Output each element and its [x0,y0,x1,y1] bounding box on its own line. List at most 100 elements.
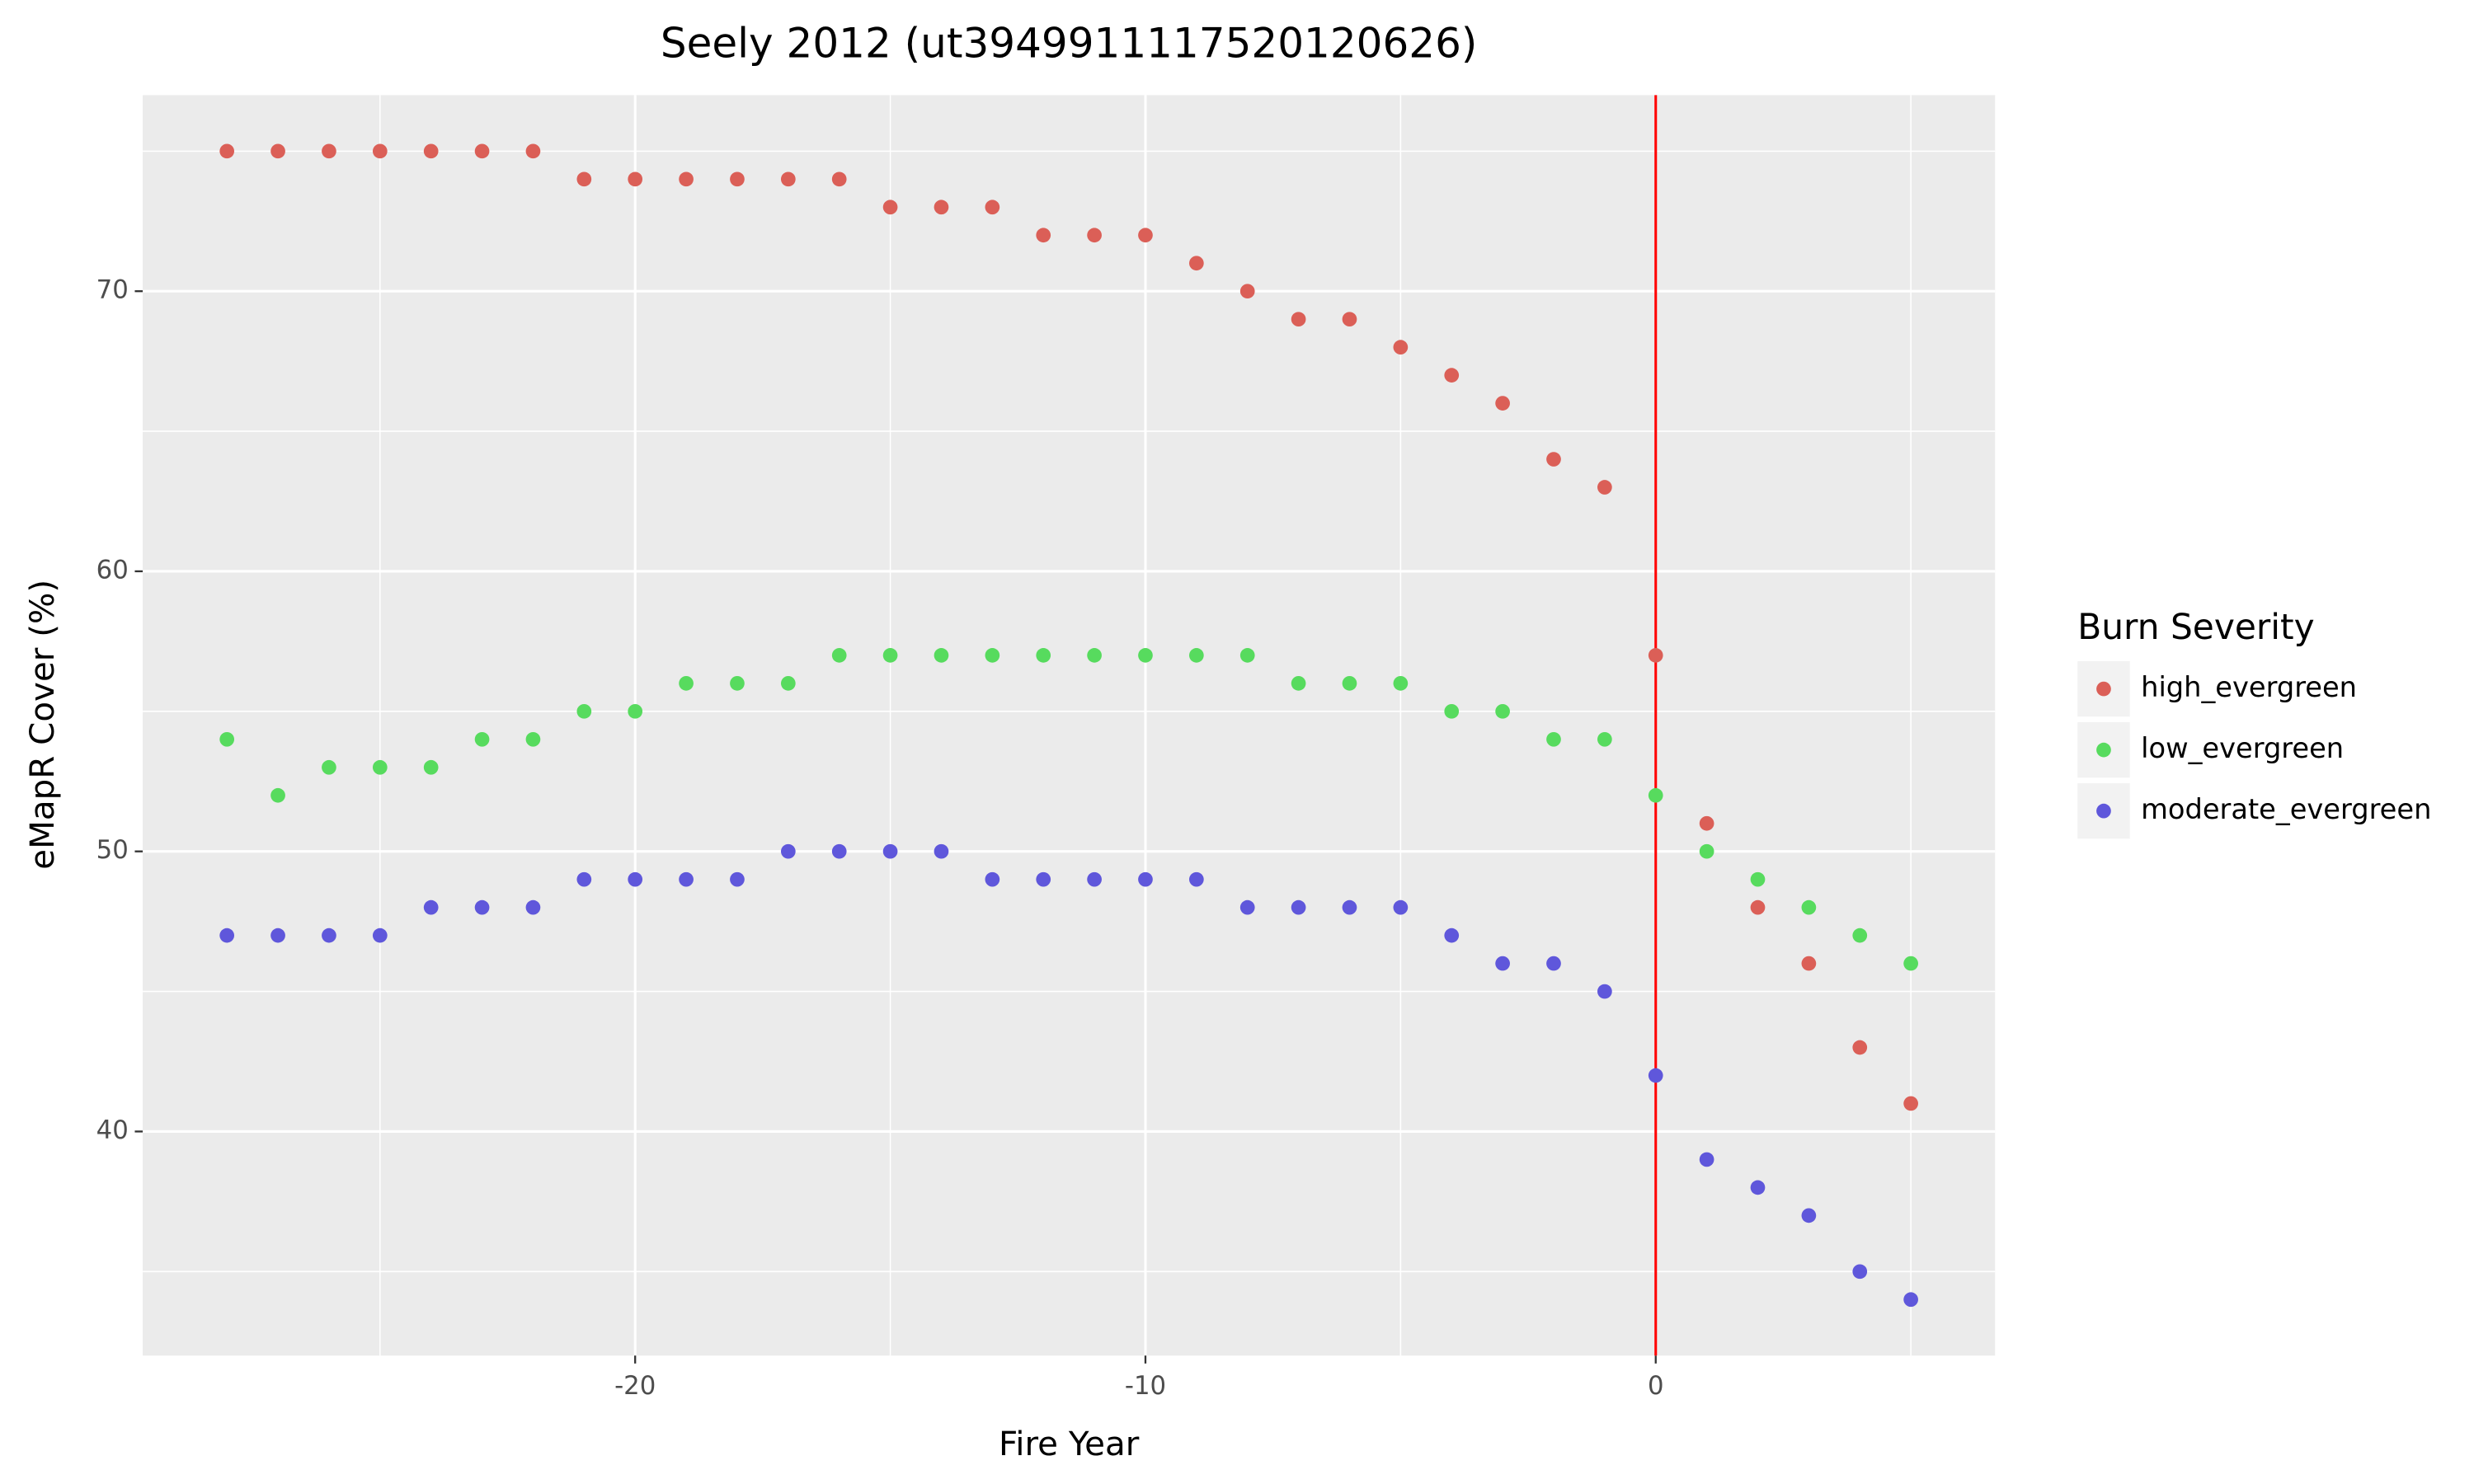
point [270,143,285,159]
point [679,171,694,187]
point [1801,899,1817,915]
point [423,899,439,915]
x-tick-label: -20 [614,1371,656,1401]
point [525,143,541,159]
point [1138,228,1153,243]
legend-label: moderate_evergreen [2141,793,2431,825]
point [474,731,490,747]
point [780,843,796,859]
point [934,200,949,215]
point [1291,312,1306,327]
legend-marker [2096,742,2111,758]
point [1546,452,1561,467]
point [1852,1264,1868,1280]
legend-label: high_evergreen [2141,671,2357,703]
point [372,143,388,159]
point [1393,899,1409,915]
point [372,928,388,943]
point [780,171,796,187]
point [372,759,388,775]
point [1087,228,1102,243]
point [882,843,898,859]
point [628,871,643,887]
point [1036,871,1051,887]
point [1138,871,1153,887]
point [1750,899,1766,915]
point [985,200,1000,215]
point [1495,956,1510,971]
point [576,703,592,719]
point [322,759,336,775]
point [1801,1208,1817,1223]
point [1342,676,1357,691]
point [525,731,541,747]
point [1546,956,1561,971]
point [1036,648,1051,663]
point [1903,956,1918,971]
point [1393,340,1409,355]
point [1393,676,1409,691]
point [525,899,541,915]
x-tick-label: -10 [1125,1371,1166,1401]
y-tick-label: 40 [96,1115,129,1145]
point [219,143,235,159]
point [1189,648,1204,663]
point [1597,480,1612,495]
y-axis-label: eMapR Cover (%) [23,580,62,870]
point [882,648,898,663]
legend-marker [2096,803,2111,819]
point [1291,899,1306,915]
point [1444,368,1460,383]
point [1189,871,1204,887]
point [1699,1152,1714,1167]
point [985,871,1000,887]
point [219,731,235,747]
legend-marker [2096,681,2111,697]
point [1239,284,1255,299]
point [1291,676,1306,691]
point [628,171,643,187]
point [576,871,592,887]
point [1750,1180,1766,1195]
point [780,676,796,691]
point [1852,928,1868,943]
point [1648,787,1663,803]
point [1495,703,1510,719]
point [831,648,847,663]
point [1495,396,1510,411]
point [1444,928,1460,943]
point [985,648,1000,663]
point [934,843,949,859]
point [1648,648,1663,663]
point [1189,256,1204,271]
point [423,759,439,775]
point [1597,984,1612,999]
point [679,871,694,887]
point [322,143,336,159]
panel [143,95,1996,1356]
point [1444,703,1460,719]
x-tick-label: 0 [1648,1371,1664,1401]
point [1699,815,1714,831]
point [1036,228,1051,243]
point [730,871,745,887]
point [1750,871,1766,887]
point [219,928,235,943]
point [730,676,745,691]
y-tick-label: 70 [96,275,129,305]
point [1239,648,1255,663]
point [1903,1096,1918,1111]
point [934,648,949,663]
point [1239,899,1255,915]
point [474,143,490,159]
legend-label: low_evergreen [2141,732,2344,764]
point [1546,731,1561,747]
x-axis-label: Fire Year [999,1425,1140,1463]
point [1342,899,1357,915]
point [831,171,847,187]
point [679,676,694,691]
point [270,928,285,943]
legend-title: Burn Severity [2077,607,2314,647]
